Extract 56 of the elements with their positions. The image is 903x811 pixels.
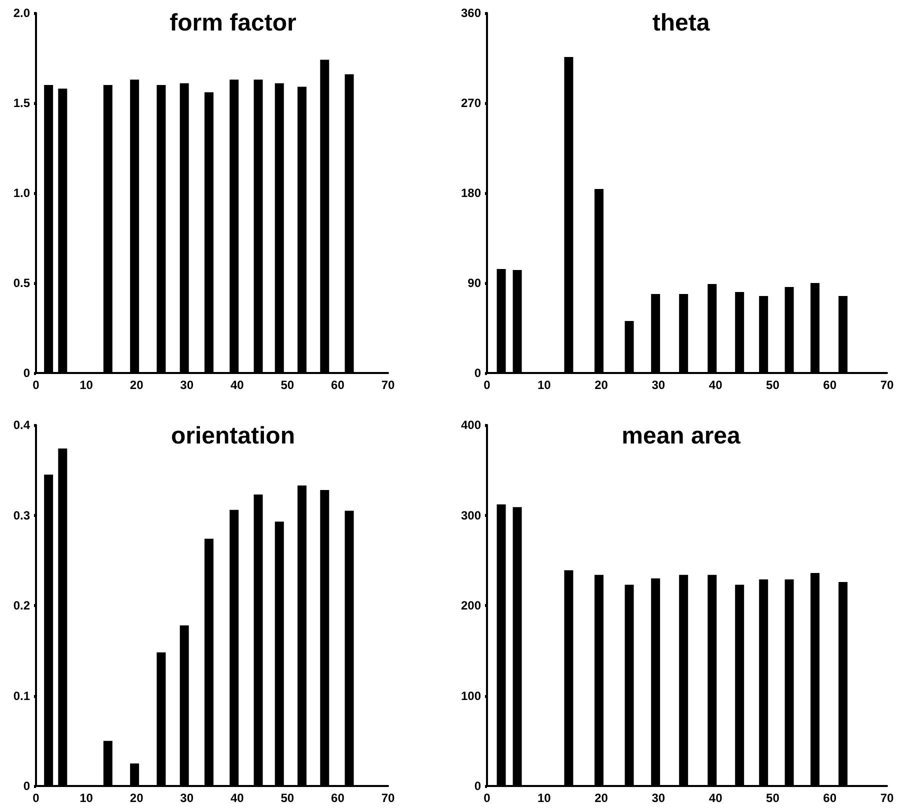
x-tick-label: 70 — [381, 791, 395, 805]
y-tick-label: 100 — [460, 688, 482, 703]
y-tick-label: 0 — [474, 779, 482, 793]
x-tick-label: 60 — [823, 378, 837, 392]
x-tick-label: 70 — [880, 378, 894, 392]
y-tick-label: 0.5 — [13, 276, 30, 290]
y-tick-label: 90 — [468, 276, 482, 290]
y-tick-label: 0.1 — [13, 688, 30, 703]
chart-title: theta — [652, 10, 710, 36]
y-tick-label: 0.4 — [13, 418, 30, 432]
x-tick-label: 10 — [537, 791, 552, 805]
y-tick-label: 360 — [460, 6, 482, 20]
x-tick-label: 20 — [594, 791, 608, 805]
x-tick-label: 40 — [708, 378, 723, 392]
y-tick-label: 0 — [474, 366, 482, 380]
x-tick-label: 60 — [823, 791, 837, 805]
y-tick-label: 300 — [460, 508, 482, 522]
x-tick-label: 70 — [381, 378, 395, 392]
y-tick-label: 200 — [460, 598, 482, 612]
y-tick-label: 0 — [23, 779, 30, 793]
x-tick-label: 50 — [766, 378, 780, 392]
x-tick-label: 40 — [708, 791, 723, 805]
x-tick-label: 40 — [230, 378, 244, 392]
x-tick-label: 50 — [280, 791, 294, 805]
x-tick-label: 0 — [32, 791, 40, 805]
y-tick-label: 0 — [23, 366, 30, 380]
x-tick-label: 50 — [766, 791, 780, 805]
x-tick-label: 10 — [80, 791, 94, 805]
x-tick-label: 20 — [130, 378, 144, 392]
x-tick-label: 40 — [230, 791, 244, 805]
x-tick-label: 60 — [331, 378, 345, 392]
y-tick-label: 270 — [460, 96, 482, 110]
x-tick-label: 30 — [180, 378, 194, 392]
y-tick-label: 400 — [460, 418, 482, 432]
x-tick-label: 20 — [130, 791, 144, 805]
x-tick-label: 0 — [484, 378, 491, 392]
y-tick-label: 2.0 — [13, 6, 30, 20]
x-tick-label: 60 — [331, 791, 345, 805]
x-tick-label: 20 — [594, 378, 608, 392]
x-tick-label: 70 — [880, 791, 894, 805]
y-tick-label: 0.2 — [13, 598, 30, 612]
x-tick-label: 30 — [652, 378, 666, 392]
x-tick-label: 10 — [80, 378, 94, 392]
chart-title: mean area — [622, 422, 742, 450]
y-tick-label: 0.3 — [13, 508, 30, 522]
x-tick-label: 30 — [652, 791, 666, 805]
x-tick-label: 10 — [537, 378, 552, 392]
x-tick-label: 0 — [32, 378, 40, 392]
y-tick-label: 1.0 — [13, 186, 30, 200]
x-tick-label: 0 — [484, 791, 491, 805]
y-tick-label: 180 — [460, 186, 482, 200]
chart-title: form factor — [170, 10, 296, 36]
y-tick-label: 1.5 — [13, 96, 30, 110]
x-tick-label: 30 — [180, 791, 194, 805]
chart-title: orientation — [171, 422, 295, 450]
x-tick-label: 50 — [280, 378, 294, 392]
